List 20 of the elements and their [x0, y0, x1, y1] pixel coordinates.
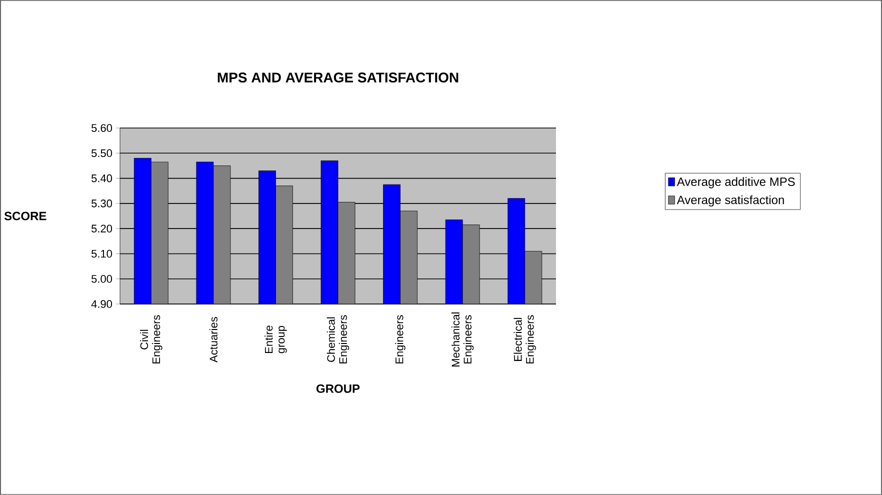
y-tick-label: 5.20: [92, 224, 112, 232]
legend-label: Average additive MPS: [676, 177, 795, 188]
x-tick-label: Mechanical Engineers: [451, 312, 474, 366]
x-tick-label: Engineers: [395, 315, 406, 364]
x-tick-label: Civil Engineers: [140, 315, 162, 364]
x-tick-label: Entire group: [264, 326, 287, 354]
y-tick-label: 5.00: [92, 274, 112, 283]
x-tick-label: Chemical Engineers: [326, 315, 350, 364]
y-tick-label: 5.30: [92, 200, 112, 208]
x-tick-label: Electrical Engineers: [514, 315, 536, 364]
y-tick-label: 4.90: [91, 300, 112, 308]
x-tick-label: Actuaries: [209, 317, 218, 362]
y-tick-label: 5.10: [92, 250, 112, 258]
chart-title: MPS AND AVERAGE SATISFACTION: [218, 72, 458, 82]
y-tick-label: 5.50: [92, 149, 112, 158]
y-axis-title: SCORE: [4, 212, 46, 220]
y-tick-label: 5.60: [92, 124, 112, 132]
x-axis-title: GROUP: [316, 384, 360, 393]
y-tick-label: 5.40: [92, 174, 112, 182]
legend-label: Average satisfaction: [676, 195, 784, 207]
